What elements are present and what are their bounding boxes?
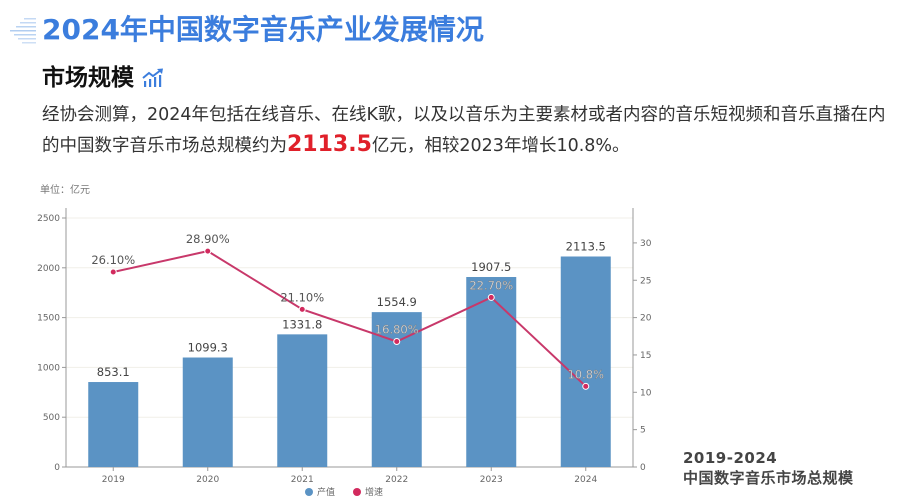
page-title: 2024年中国数字音乐产业发展情况 — [42, 13, 484, 46]
growth-value-label: 21.10% — [280, 290, 324, 304]
left-tick-label: 2500 — [37, 214, 60, 224]
bar-2023[interactable] — [466, 277, 517, 467]
left-tick-label: 2000 — [37, 264, 60, 274]
x-tick-label: 2023 — [480, 475, 503, 485]
bar-2024[interactable] — [560, 256, 611, 467]
left-tick-label: 0 — [54, 463, 60, 473]
growth-value-label: 22.70% — [469, 278, 513, 292]
right-tick-label: 15 — [640, 351, 651, 361]
x-tick-label: 2024 — [574, 475, 597, 485]
legend-dot-line-icon — [353, 487, 362, 496]
growth-line — [113, 250, 587, 388]
bar-value-label: 1099.3 — [188, 341, 228, 355]
bar-value-label: 853.1 — [97, 365, 130, 379]
chart-legend: 产值 增速 — [305, 485, 383, 498]
section-title: 市场规模 — [42, 61, 164, 95]
x-tick-label: 2020 — [196, 475, 219, 485]
growth-point[interactable] — [204, 247, 212, 255]
legend-item-growth[interactable]: 增速 — [353, 485, 383, 498]
growth-point[interactable] — [487, 293, 495, 301]
growth-point[interactable] — [298, 305, 306, 313]
bar-value-label: 1907.5 — [471, 260, 511, 274]
left-tick-label: 500 — [43, 413, 60, 423]
left-tick-label: 1500 — [37, 314, 60, 324]
bar-value-label: 2113.5 — [566, 239, 606, 253]
bar-value-label: 1554.9 — [377, 295, 417, 309]
chart-caption: 2019-2024 中国数字音乐市场总规模 — [683, 448, 854, 488]
summary-paragraph: 经协会测算，2024年包括在线音乐、在线K歌，以及以音乐为主要素材或者内容的音乐… — [42, 100, 902, 161]
summary-text-1: 经协会测算，2024年包括在线音乐、在线K歌，以及以音乐为主要素材或者内容的音乐… — [42, 105, 886, 156]
legend-label-growth: 增速 — [365, 488, 384, 498]
bar-2022[interactable] — [371, 312, 422, 467]
growth-value-label: 10.8% — [567, 367, 604, 381]
growth-value-label: 16.80% — [375, 323, 419, 337]
caption-title: 中国数字音乐市场总规模 — [683, 469, 854, 487]
legend-dot-bar-icon — [305, 487, 313, 496]
bar-2021[interactable] — [277, 334, 328, 467]
growth-point[interactable] — [109, 268, 117, 276]
unit-label: 单位：亿元 — [40, 185, 90, 196]
section-title-text: 市场规模 — [42, 65, 134, 91]
market-size-highlight: 2113.5 — [287, 132, 372, 157]
x-tick-label: 2021 — [291, 475, 314, 485]
x-tick-label: 2022 — [385, 475, 408, 485]
trending-chart-icon — [142, 68, 163, 87]
summary-text-2: 亿元，相较2023年增长10.8%。 — [371, 136, 630, 156]
growth-point[interactable] — [393, 338, 401, 346]
left-tick-label: 1000 — [37, 363, 60, 373]
caption-years: 2019-2024 — [683, 449, 778, 467]
bar-2020[interactable] — [182, 357, 233, 467]
bar-2019[interactable] — [88, 382, 139, 467]
x-tick-label: 2019 — [102, 475, 125, 485]
decorative-lines-icon — [10, 18, 36, 44]
bar-value-label: 1331.8 — [282, 317, 322, 331]
right-tick-label: 0 — [640, 463, 646, 473]
legend-label-output: 产值 — [317, 488, 336, 498]
right-tick-label: 30 — [640, 239, 652, 249]
growth-point[interactable] — [582, 382, 590, 390]
growth-value-label: 28.90% — [186, 232, 230, 246]
legend-item-output[interactable]: 产值 — [305, 485, 335, 498]
right-tick-label: 10 — [640, 388, 652, 398]
right-tick-label: 5 — [640, 426, 646, 436]
growth-value-label: 26.10% — [91, 253, 135, 267]
right-tick-label: 20 — [640, 314, 652, 324]
right-tick-label: 25 — [640, 276, 651, 286]
